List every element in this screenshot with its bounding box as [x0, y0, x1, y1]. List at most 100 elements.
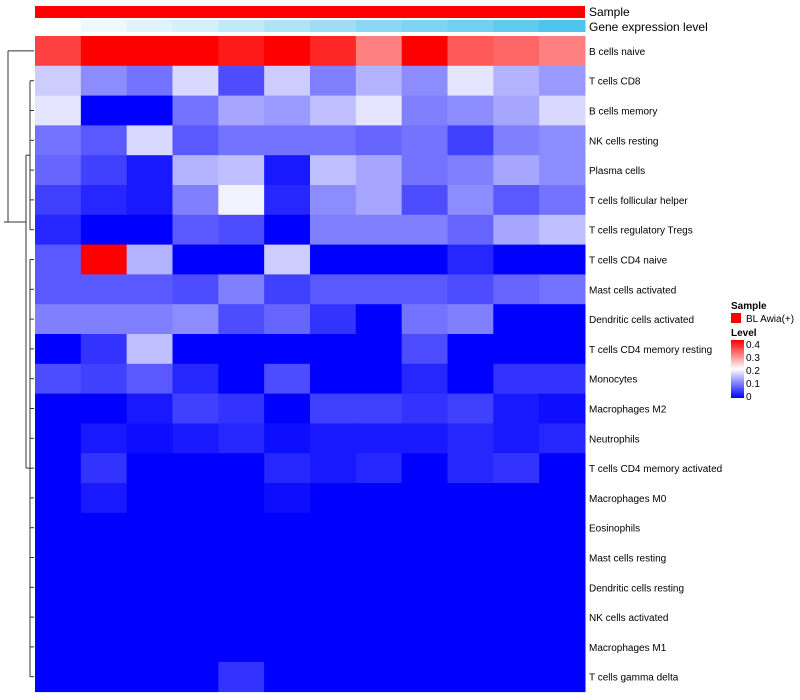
heatmap-cell: [355, 542, 403, 573]
heatmap-cell: [355, 95, 403, 126]
heatmap-cell: [35, 453, 82, 484]
gene-level-cell: [493, 20, 540, 32]
heatmap-cell: [172, 95, 219, 126]
heatmap-cell: [355, 572, 403, 603]
heatmap-cell: [401, 274, 448, 305]
heatmap-cell: [172, 36, 219, 67]
heatmap-cell: [172, 65, 219, 97]
row-label: T cells regulatory Tregs: [589, 226, 693, 237]
heatmap-cell: [355, 602, 403, 633]
heatmap-cell: [172, 393, 219, 424]
heatmap-cell: [401, 542, 448, 573]
heatmap-cell: [126, 632, 173, 663]
row-label: Mast cells resting: [589, 554, 666, 565]
heatmap-cell: [539, 304, 586, 335]
gene-level-cell: [218, 20, 265, 32]
legend-sample-entry: BL Awia(+): [746, 314, 794, 325]
legend-ticks: 0.4 0.3 0.2 0.1 0: [744, 340, 760, 403]
heatmap-cell: [218, 185, 265, 216]
heatmap-cell: [447, 244, 494, 275]
heatmap-cell: [80, 274, 128, 305]
heatmap-cell: [172, 542, 219, 573]
heatmap-cell: [447, 334, 494, 365]
heatmap-cell: [539, 274, 586, 305]
annotation-label-sample: Sample: [589, 5, 630, 19]
heatmap-cell: [355, 393, 403, 424]
heatmap-cell: [401, 423, 448, 454]
heatmap-cell: [264, 453, 311, 484]
heatmap-cell: [401, 334, 448, 365]
heatmap-cell: [493, 483, 540, 514]
heatmap-cell: [539, 542, 586, 573]
heatmap-cell: [126, 155, 173, 186]
heatmap-cell: [172, 483, 219, 514]
heatmap-cell: [126, 542, 173, 573]
heatmap-cell: [172, 423, 219, 454]
heatmap-cell: [172, 274, 219, 305]
heatmap-cell: [264, 363, 311, 395]
row-label: T cells gamma delta: [589, 673, 679, 684]
heatmap-cell: [218, 602, 265, 633]
heatmap-cell: [35, 214, 82, 246]
heatmap-cell: [310, 274, 357, 305]
heatmap-cell: [80, 244, 128, 275]
heatmap-cell: [264, 334, 311, 365]
heatmap-cell: [493, 423, 540, 454]
row-label: NK cells resting: [589, 136, 658, 147]
heatmap-cell: [218, 65, 265, 97]
heatmap-cell: [355, 423, 403, 454]
row-label: Neutrophils: [589, 434, 640, 445]
heatmap-cell: [310, 155, 357, 186]
heatmap-cell: [126, 214, 173, 246]
heatmap-cell: [310, 512, 357, 544]
heatmap-cell: [401, 125, 448, 156]
heatmap-cell: [539, 393, 586, 424]
gene-level-cell: [264, 20, 311, 32]
row-label: T cells CD8: [589, 77, 641, 88]
heatmap-cell: [80, 512, 128, 544]
heatmap-cell: [447, 363, 494, 395]
heatmap-cells: [35, 36, 586, 693]
heatmap-cell: [447, 65, 494, 97]
heatmap-cell: [264, 483, 311, 514]
heatmap-cell: [447, 661, 494, 693]
gene-level-cell: [539, 20, 586, 32]
heatmap-cell: [264, 244, 311, 275]
heatmap-cell: [355, 632, 403, 663]
heatmap-cell: [80, 632, 128, 663]
heatmap-cell: [447, 423, 494, 454]
heatmap-cell: [447, 512, 494, 544]
heatmap-cell: [447, 483, 494, 514]
heatmap-cell: [447, 453, 494, 484]
heatmap-cell: [80, 304, 128, 335]
heatmap-cell: [218, 483, 265, 514]
row-dendrogram: [4, 50, 34, 678]
gene-level-cell: [401, 20, 448, 32]
heatmap-cell: [493, 125, 540, 156]
heatmap-cell: [172, 661, 219, 693]
legend: Sample BL Awia(+) Level 0.4 0.3 0.2 0.1 0: [731, 301, 794, 403]
heatmap-cell: [126, 185, 173, 216]
heatmap-cell: [401, 602, 448, 633]
heatmap-cell: [447, 304, 494, 335]
legend-sample-title: Sample: [731, 301, 767, 312]
row-label: Macrophages M1: [589, 643, 667, 654]
heatmap-cell: [80, 36, 128, 67]
heatmap-cell: [493, 36, 540, 67]
heatmap-cell: [539, 185, 586, 216]
heatmap-cell: [35, 393, 82, 424]
heatmap-cell: [310, 572, 357, 603]
heatmap-cell: [310, 661, 357, 693]
heatmap-cell: [539, 572, 586, 603]
row-label: T cells CD4 memory activated: [589, 464, 722, 475]
heatmap-cell: [126, 363, 173, 395]
heatmap-cell: [310, 244, 357, 275]
heatmap-cell: [218, 125, 265, 156]
heatmap-cell: [35, 274, 82, 305]
heatmap-cell: [355, 334, 403, 365]
heatmap-cell: [126, 602, 173, 633]
heatmap-cell: [539, 155, 586, 186]
heatmap-cell: [539, 512, 586, 544]
heatmap-cell: [539, 363, 586, 395]
